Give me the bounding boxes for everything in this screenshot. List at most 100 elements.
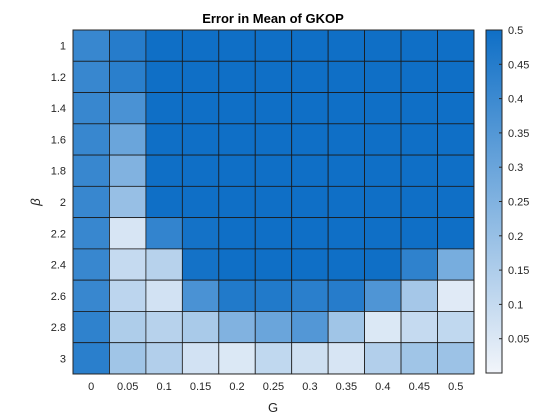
heatmap-cell [292,186,328,217]
heatmap-cell [255,30,291,61]
heatmap-cell [438,93,474,124]
heatmap-cell [109,280,145,311]
colorbar-tick-label: 0.05 [508,334,529,346]
y-tick-label: 2.2 [51,228,66,240]
x-tick-label: 0.35 [336,381,357,393]
heatmap-cell [146,93,182,124]
x-tick-label: 0 [88,381,94,393]
heatmap-cell [182,30,218,61]
heatmap-cell [328,30,364,61]
heatmap-cell [292,249,328,280]
y-tick-label: 1.6 [51,134,66,146]
heatmap-cell [292,218,328,249]
y-tick-label: 1.8 [51,166,66,178]
x-tick-label: 0.2 [229,381,244,393]
heatmap-cell [109,61,145,92]
heatmap-cell [73,249,109,280]
heatmap-cell [401,249,437,280]
colorbar-tick-label: 0.35 [508,128,529,140]
heatmap-cell [146,280,182,311]
heatmap-cell [146,218,182,249]
heatmap-cell [365,155,401,186]
heatmap-cell [292,124,328,155]
heatmap-cell [73,93,109,124]
heatmap-cell [182,249,218,280]
x-tick-label: 0.4 [375,381,390,393]
heatmap-cell [401,280,437,311]
heatmap-cell [219,124,255,155]
heatmap-cell [365,186,401,217]
heatmap-cell [401,155,437,186]
heatmap-cell [255,343,291,374]
heatmap-cell [219,280,255,311]
heatmap-cell [73,155,109,186]
heatmap-cell [146,343,182,374]
heatmap-cell [255,93,291,124]
heatmap-cell [219,93,255,124]
colorbar-tick-label: 0.1 [508,299,523,311]
heatmap-cell [219,30,255,61]
heatmap-cell [365,343,401,374]
heatmap-cell [109,124,145,155]
heatmap-cell [328,61,364,92]
y-axis-label: β [28,198,43,207]
heatmap-cell [328,311,364,342]
y-tick-label: 2.6 [51,291,66,303]
heatmap-cell [438,249,474,280]
heatmap-cell [109,249,145,280]
heatmap-cell [365,311,401,342]
heatmap-cell [328,343,364,374]
heatmap-cell [292,93,328,124]
heatmap-cell [219,186,255,217]
heatmap-cell [292,311,328,342]
heatmap-cell [146,30,182,61]
heatmap-cell [292,343,328,374]
heatmap-cell [365,30,401,61]
heatmap-cell [73,186,109,217]
heatmap-cell [328,93,364,124]
heatmap-cell [182,186,218,217]
heatmap-cell [401,124,437,155]
heatmap-cell [365,124,401,155]
heatmap-cell [219,218,255,249]
heatmap-cell [438,61,474,92]
heatmap-cell [109,343,145,374]
heatmap-cell [328,218,364,249]
heatmap-cell [73,218,109,249]
heatmap-cell [365,61,401,92]
x-tick-label: 0.15 [190,381,211,393]
heatmap-cell [182,218,218,249]
x-tick-label: 0.25 [263,381,284,393]
heatmap-cell [219,311,255,342]
heatmap-cell [255,124,291,155]
heatmap-cell [255,218,291,249]
heatmap-cell [255,249,291,280]
colorbar-tick-label: 0.3 [508,162,523,174]
heatmap-cell [182,93,218,124]
heatmap-cell [109,186,145,217]
heatmap-cell [146,249,182,280]
colorbar-tick-label: 0.45 [508,59,529,71]
heatmap-cell [292,280,328,311]
heatmap-cell [109,30,145,61]
heatmap-cell [182,311,218,342]
heatmap-cell [438,343,474,374]
heatmap-cell [438,218,474,249]
heatmap-cell [255,186,291,217]
x-axis-label: G [268,400,278,415]
heatmap-cell [219,155,255,186]
chart-title: Error in Mean of GKOP [202,11,344,26]
y-tick-label: 1.4 [51,103,66,115]
heatmap-cell [401,186,437,217]
y-tick-label: 1.2 [51,72,66,84]
heatmap-cell [255,280,291,311]
heatmap-cell [219,343,255,374]
heatmap-cell [109,218,145,249]
heatmap-cell [438,311,474,342]
heatmap-cell [438,155,474,186]
x-tick-label: 0.45 [409,381,430,393]
colorbar-tick-label: 0.25 [508,197,529,209]
heatmap-cell [401,61,437,92]
heatmap-cell [401,30,437,61]
